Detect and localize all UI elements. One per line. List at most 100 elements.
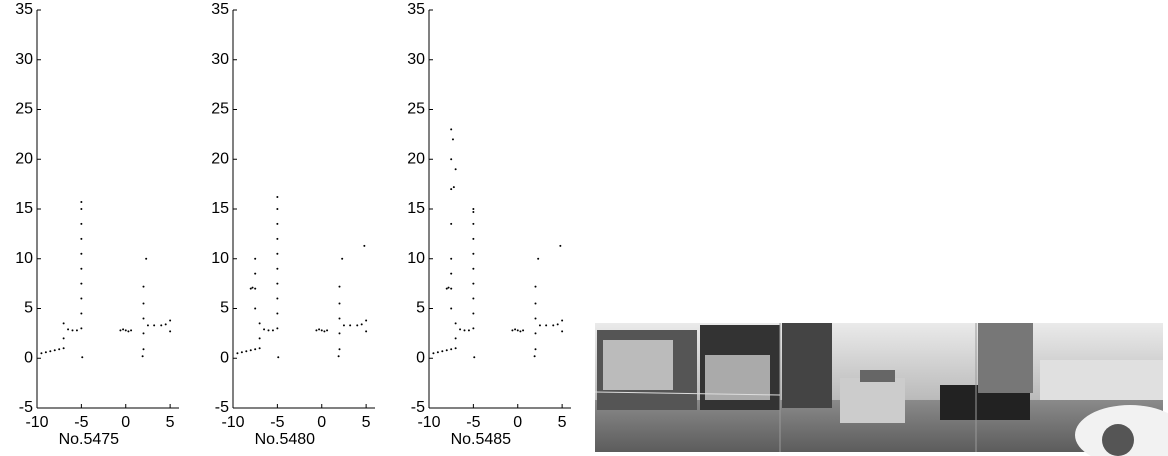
point [338, 317, 341, 320]
point [516, 329, 519, 332]
point [142, 348, 145, 351]
y-tick-label: 30 [15, 51, 33, 68]
x-tick-label: 5 [166, 414, 175, 431]
y-tick-label: 35 [407, 1, 425, 18]
y-tick-label: 15 [211, 200, 229, 217]
point [145, 257, 148, 260]
point [450, 222, 453, 225]
point [450, 188, 453, 191]
point [271, 329, 274, 332]
point [276, 282, 279, 285]
point [451, 138, 454, 141]
y-tick-label: 25 [407, 101, 425, 118]
y-tick-label: -5 [215, 399, 229, 416]
point [80, 312, 83, 315]
point [511, 329, 514, 332]
point [62, 347, 65, 350]
point [80, 297, 83, 300]
point [472, 312, 475, 315]
point [80, 222, 83, 225]
point [450, 307, 453, 310]
point [472, 222, 475, 225]
point [514, 328, 517, 331]
point [62, 337, 65, 340]
point [472, 237, 475, 240]
point [472, 208, 475, 210]
point [124, 329, 127, 332]
point [276, 312, 279, 315]
point [164, 323, 167, 326]
y-tick-label: 25 [15, 101, 33, 118]
point [258, 347, 261, 350]
x-tick-label: 0 [317, 414, 326, 431]
point [141, 355, 144, 358]
point [556, 323, 559, 326]
point [277, 356, 280, 359]
x-tick-label: -5 [466, 414, 480, 431]
point [454, 168, 457, 171]
y-tick-label: 10 [407, 250, 425, 267]
point [337, 355, 340, 358]
point [58, 348, 61, 351]
point [552, 324, 555, 327]
point [445, 349, 448, 352]
point [450, 272, 453, 275]
point [75, 329, 78, 332]
point [258, 322, 261, 325]
x-axis-label: No.5475 [59, 431, 120, 448]
point [545, 324, 548, 327]
x-tick-label: -5 [74, 414, 88, 431]
point [538, 324, 541, 327]
point [318, 328, 321, 331]
point [169, 330, 172, 333]
y-tick-label: 0 [24, 349, 33, 366]
point [44, 351, 47, 354]
point [338, 348, 341, 351]
point [251, 286, 254, 289]
point [365, 319, 368, 322]
point [49, 350, 52, 353]
y-tick-label: 25 [211, 101, 229, 118]
point [146, 324, 149, 327]
point [276, 297, 279, 300]
point [276, 222, 279, 225]
x-tick-label: 5 [362, 414, 371, 431]
point [450, 158, 453, 161]
point [80, 327, 83, 330]
x-tick-label: -10 [25, 414, 48, 431]
y-tick-label: 30 [211, 51, 229, 68]
point [537, 257, 540, 260]
y-tick-label: 0 [416, 349, 425, 366]
point [447, 286, 450, 289]
point [127, 330, 130, 333]
point [40, 352, 43, 355]
point [534, 332, 537, 335]
point [254, 257, 257, 260]
point [472, 210, 475, 213]
point [561, 319, 564, 322]
point [534, 317, 537, 320]
point [534, 348, 537, 351]
y-tick-label: 5 [416, 300, 425, 317]
point [519, 330, 522, 333]
x-tick-label: 0 [513, 414, 522, 431]
point [450, 257, 453, 260]
point [559, 244, 562, 247]
point [338, 332, 341, 335]
point [320, 329, 323, 332]
point [276, 267, 279, 270]
point [254, 348, 257, 351]
point [533, 355, 536, 358]
point [534, 285, 537, 288]
point [169, 319, 172, 322]
point [160, 324, 163, 327]
point [53, 349, 56, 352]
y-tick-label: 0 [220, 349, 229, 366]
point [80, 267, 83, 270]
point [254, 307, 257, 310]
y-tick-label: 35 [211, 1, 229, 18]
point [240, 351, 243, 354]
point [473, 356, 476, 359]
point [276, 252, 279, 255]
point [245, 350, 248, 353]
